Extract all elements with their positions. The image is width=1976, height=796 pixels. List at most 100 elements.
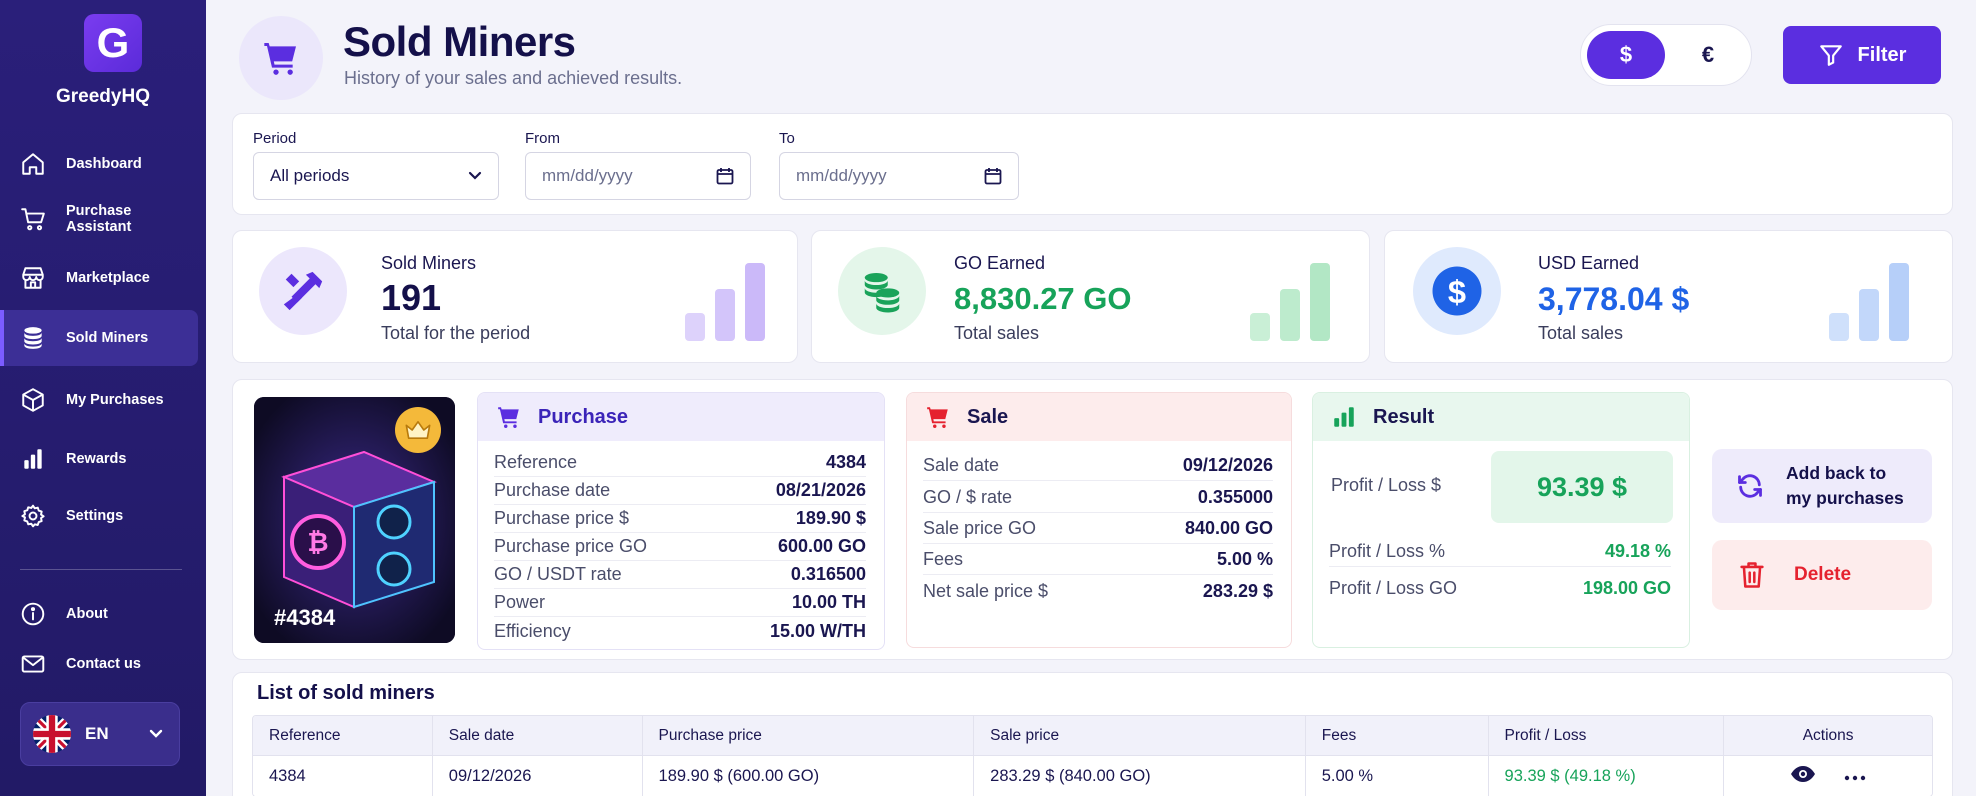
add-back-button[interactable]: Add back to my purchases [1712,449,1932,523]
stat-label: GO Earned [954,253,1046,273]
cell-fees: 5.00 % [1306,756,1489,796]
detail-value: 0.316500 [790,564,866,584]
brand-logo[interactable]: G [84,14,142,72]
info-icon [21,602,45,626]
detail-key: Fees [923,549,964,569]
period-select[interactable]: All periods [253,152,499,200]
bar-chart-icon [24,449,42,469]
to-date-input[interactable]: mm/dd/yyyy [779,152,1019,200]
sidebar-item-dashboard[interactable]: Dashboard [0,136,198,192]
cell-sale-price: 283.29 $ (840.00 GO) [974,756,1306,796]
sidebar-item-rewards[interactable]: Rewards [0,431,198,487]
currency-usd-button[interactable]: $ [1587,31,1665,79]
detail-value: 283.29 $ [1202,580,1273,601]
sidebar-item-about[interactable]: About [0,586,198,642]
column-header[interactable]: Profit / Loss [1489,716,1725,755]
table-row[interactable]: 4384 09/12/2026 189.90 $ (600.00 GO) 283… [253,756,1932,796]
detail-row: Power 10.00 TH [494,589,866,617]
coin-stack-icon [838,247,926,335]
stat-value: 3,778.04 $ [1538,281,1690,317]
detail-key: Net sale price $ [923,580,1049,601]
detail-value: 840.00 GO [1184,518,1273,538]
profit-usd-label: Profit / Loss $ [1331,475,1442,495]
sidebar-item-label: Settings [66,508,124,524]
column-header[interactable]: Purchase price [643,716,975,755]
delete-button[interactable]: Delete [1712,540,1932,610]
sidebar-item-settings[interactable]: Settings [0,488,198,544]
from-date-input[interactable]: mm/dd/yyyy [525,152,751,200]
sidebar-item-my-purchases[interactable]: My Purchases [0,372,198,428]
column-header[interactable]: Sale price [974,716,1306,755]
gear-icon [21,504,45,528]
to-label: To [779,130,795,147]
currency-eur-button[interactable]: € [1701,42,1715,67]
detail-key: Profit / Loss GO [1329,577,1458,598]
currency-toggle: $ € [1580,24,1752,86]
detail-key: Purchase price GO [494,536,648,556]
detail-row: Net sale price $ 283.29 $ [923,576,1273,606]
more-options-icon[interactable] [1844,767,1866,786]
column-header[interactable]: Fees [1306,716,1489,755]
chevron-down-icon [149,726,163,742]
sale-panel: Sale Sale date 09/12/2026 GO / $ rate 0.35… [906,392,1292,648]
stat-sub: Total for the period [381,323,531,343]
period-label: Period [253,130,297,147]
sidebar-item-sold-miners[interactable]: Sold Miners [0,310,198,366]
bar-chart-icon [1334,407,1354,427]
result-panel-title: Result [1373,405,1435,428]
from-date-placeholder: mm/dd/yyyy [542,166,633,185]
add-back-label-line1: Add back to [1786,463,1887,483]
stat-value: 8,830.27 GO [954,281,1132,316]
detail-value: 08/21/2026 [775,480,866,500]
cell-sale-date: 09/12/2026 [433,756,643,796]
miner-tag: #4384 [274,605,336,630]
detail-key: GO / $ rate [923,487,1013,507]
filter-button-label: Filter [1857,43,1907,66]
cell-purchase-price: 189.90 $ (600.00 GO) [643,756,975,796]
sidebar-item-marketplace[interactable]: Marketplace [0,250,198,306]
detail-row: Profit / Loss % 49.18 % [1329,537,1671,567]
detail-value: 09/12/2026 [1182,455,1273,475]
detail-key: GO / USDT rate [494,564,622,584]
detail-key: Profit / Loss % [1329,541,1446,561]
to-date-placeholder: mm/dd/yyyy [796,166,887,185]
detail-value: 4384 [825,452,866,472]
column-header[interactable]: Reference [253,716,433,755]
detail-row: Purchase date 08/21/2026 [494,477,866,505]
period-value: All periods [270,166,350,185]
column-header[interactable]: Sale date [433,716,643,755]
detail-key: Purchase date [494,480,611,500]
calendar-icon[interactable] [984,167,1002,185]
box-icon [22,388,44,412]
svg-text:$: $ [1448,273,1466,310]
add-back-label: Add back to my purchases [1786,461,1904,511]
sidebar-item-purchase-assistant[interactable]: Purchase Assistant [0,191,198,247]
chevron-down-icon [468,171,482,181]
detail-row: Efficiency 15.00 W/TH [494,617,866,645]
svg-text:₿: ₿ [307,527,328,557]
language-selector[interactable]: EN [20,702,180,766]
page-title: Sold Miners [343,18,576,65]
cart-icon [498,407,519,428]
sale-panel-title: Sale [967,405,1009,428]
detail-row: GO / USDT rate 0.316500 [494,561,866,589]
sidebar-item-contact[interactable]: Contact us [0,636,198,692]
eye-icon[interactable] [1790,765,1816,788]
detail-key: Reference [494,452,578,472]
calendar-icon[interactable] [716,167,734,185]
cell-actions [1724,756,1932,796]
filter-button[interactable]: Filter [1783,26,1941,84]
sidebar-item-label: Purchase Assistant [66,203,132,235]
profit-usd-value: 93.39 $ [1491,451,1673,523]
stat-sub: Total sales [954,323,1040,343]
page-cart-icon-badge [239,16,323,100]
sidebar-item-label: About [66,606,108,622]
sold-miners-table: Reference Sale date Purchase price Sale … [252,715,1933,796]
detail-value: 600.00 GO [777,536,866,556]
detail-row: Fees 5.00 % [923,545,1273,575]
dollar-circle-icon: $ [1413,247,1501,335]
sidebar-item-label: Rewards [66,451,127,467]
hammer-pick-icon [259,247,347,335]
miner-image[interactable]: ₿ #4384 [254,397,455,643]
detail-value: 10.00 TH [791,592,866,612]
